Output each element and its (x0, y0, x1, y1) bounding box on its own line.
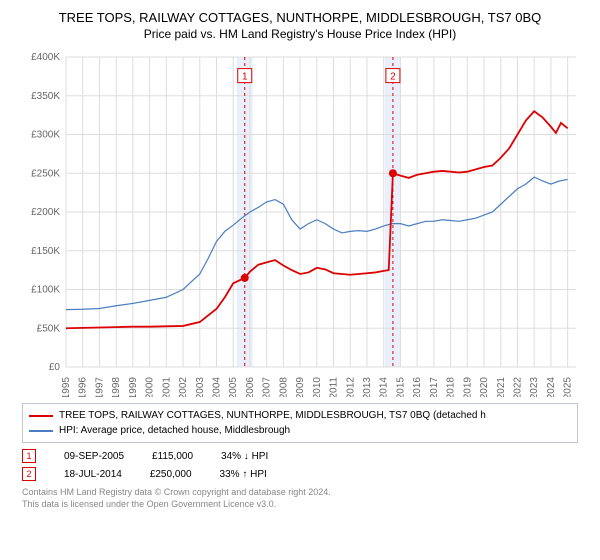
footer-line-1: Contains HM Land Registry data © Crown c… (22, 487, 578, 499)
svg-text:2011: 2011 (329, 377, 340, 397)
legend: TREE TOPS, RAILWAY COTTAGES, NUNTHORPE, … (22, 403, 578, 443)
legend-label-red: TREE TOPS, RAILWAY COTTAGES, NUNTHORPE, … (59, 408, 486, 423)
svg-text:2017: 2017 (429, 377, 440, 397)
svg-text:2005: 2005 (228, 377, 239, 397)
sale-price: £115,000 (152, 451, 193, 462)
svg-text:1995: 1995 (61, 377, 72, 397)
svg-text:2018: 2018 (446, 377, 457, 397)
legend-label-blue: HPI: Average price, detached house, Midd… (59, 423, 290, 438)
sale-delta: 33% ↑ HPI (220, 469, 267, 480)
svg-text:2000: 2000 (145, 377, 156, 397)
svg-text:1: 1 (242, 72, 248, 83)
svg-text:2001: 2001 (161, 377, 172, 397)
svg-text:1998: 1998 (111, 377, 122, 397)
svg-text:2013: 2013 (362, 377, 373, 397)
chart-svg: £0 £50K £100K £150K £200K £250K £300K £350K £400… (22, 47, 582, 397)
svg-text:2014: 2014 (379, 377, 390, 397)
svg-text:£200K: £200K (31, 207, 60, 218)
svg-text:1999: 1999 (128, 377, 139, 397)
chart-title: TREE TOPS, RAILWAY COTTAGES, NUNTHORPE, … (12, 10, 588, 25)
svg-text:£400K: £400K (31, 52, 60, 63)
table-row: 2 18-JUL-2014 £250,000 33% ↑ HPI (22, 465, 578, 483)
svg-text:2019: 2019 (462, 377, 473, 397)
svg-text:2: 2 (390, 72, 396, 83)
svg-text:2007: 2007 (262, 377, 273, 397)
svg-text:2015: 2015 (395, 377, 406, 397)
svg-text:£150K: £150K (31, 246, 60, 257)
sale-date: 09-SEP-2005 (64, 451, 124, 462)
sale-date: 18-JUL-2014 (64, 469, 122, 480)
svg-text:£50K: £50K (37, 323, 61, 334)
svg-text:2006: 2006 (245, 377, 256, 397)
svg-text:2020: 2020 (479, 377, 490, 397)
svg-text:2021: 2021 (496, 377, 507, 397)
footer: Contains HM Land Registry data © Crown c… (22, 487, 578, 510)
sale-delta: 34% ↓ HPI (221, 451, 268, 462)
table-row: 1 09-SEP-2005 £115,000 34% ↓ HPI (22, 447, 578, 465)
svg-text:2023: 2023 (529, 377, 540, 397)
svg-text:£300K: £300K (31, 130, 60, 141)
svg-text:£100K: £100K (31, 285, 60, 296)
legend-row-red: TREE TOPS, RAILWAY COTTAGES, NUNTHORPE, … (29, 408, 571, 423)
svg-text:2012: 2012 (345, 377, 356, 397)
container: TREE TOPS, RAILWAY COTTAGES, NUNTHORPE, … (0, 0, 600, 560)
chart: £0 £50K £100K £150K £200K £250K £300K £350K £400… (22, 47, 582, 397)
svg-text:2009: 2009 (295, 377, 306, 397)
footer-line-2: This data is licensed under the Open Gov… (22, 499, 578, 511)
legend-row-blue: HPI: Average price, detached house, Midd… (29, 423, 571, 438)
svg-text:£250K: £250K (31, 168, 60, 179)
svg-text:2002: 2002 (178, 377, 189, 397)
svg-text:£0: £0 (49, 362, 61, 373)
svg-text:2016: 2016 (412, 377, 423, 397)
svg-text:2024: 2024 (546, 377, 557, 397)
svg-text:1997: 1997 (94, 377, 105, 397)
svg-text:2022: 2022 (512, 377, 523, 397)
legend-swatch-red (29, 415, 53, 417)
chart-subtitle: Price paid vs. HM Land Registry's House … (12, 27, 588, 41)
sale-table: 1 09-SEP-2005 £115,000 34% ↓ HPI 2 18-JU… (22, 447, 578, 483)
svg-text:2010: 2010 (312, 377, 323, 397)
sale-price: £250,000 (150, 469, 192, 480)
svg-text:2025: 2025 (563, 377, 574, 397)
legend-swatch-blue (29, 430, 53, 432)
svg-text:2004: 2004 (211, 377, 222, 397)
svg-text:2003: 2003 (195, 377, 206, 397)
svg-text:£350K: £350K (31, 91, 60, 102)
sale-marker-1: 1 (22, 449, 36, 463)
sale-marker-2: 2 (22, 467, 36, 481)
svg-text:1996: 1996 (78, 377, 89, 397)
svg-text:2008: 2008 (278, 377, 289, 397)
